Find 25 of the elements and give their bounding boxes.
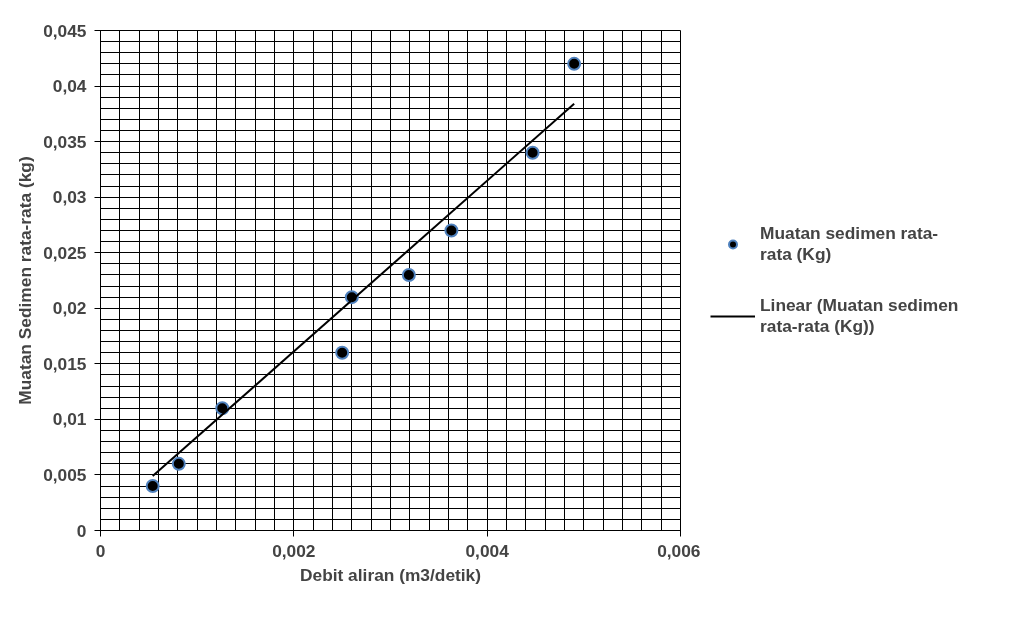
y-tick-label: 0,01 [52,409,87,430]
legend-label: Muatan sedimen rata-rata (Kg) [760,223,939,265]
x-axis-title: Debit aliran (m3/detik) [299,564,482,585]
point [335,345,350,360]
point [525,145,540,160]
point [145,479,160,494]
y-tick-label: 0,02 [52,298,87,319]
x-tick-label: 0 [95,540,106,561]
y-tick-label: 0,025 [43,242,87,263]
y-tick-label: 0,035 [43,131,87,152]
y-axis-title: Muatan Sedimen rata-rata (kg) [15,156,36,405]
point [401,267,416,282]
y-tick-label: 0,04 [52,76,87,97]
point [171,456,186,471]
y-tick-label: 0,015 [43,353,87,374]
y-tick-label: 0,045 [43,20,87,41]
x-tick-label: 0,006 [657,540,701,561]
x-tick-label: 0,002 [272,540,316,561]
y-tick-label: 0,005 [43,464,87,485]
point [444,223,459,238]
y-tick-label: 0 [76,520,87,541]
point [567,56,582,71]
y-tick-label: 0,03 [52,187,87,208]
legend-label: Linear (Muatan sedimen rata-rata (Kg)) [760,295,959,337]
x-tick-label: 0,004 [465,540,510,561]
